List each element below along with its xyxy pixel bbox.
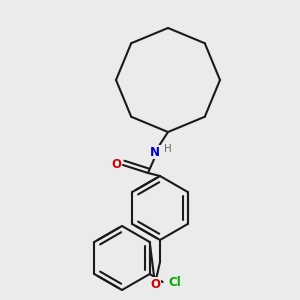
Text: H: H <box>164 144 172 154</box>
Text: O: O <box>111 158 121 172</box>
Text: Cl: Cl <box>168 275 181 289</box>
Text: O: O <box>150 278 160 290</box>
Text: N: N <box>150 146 160 158</box>
